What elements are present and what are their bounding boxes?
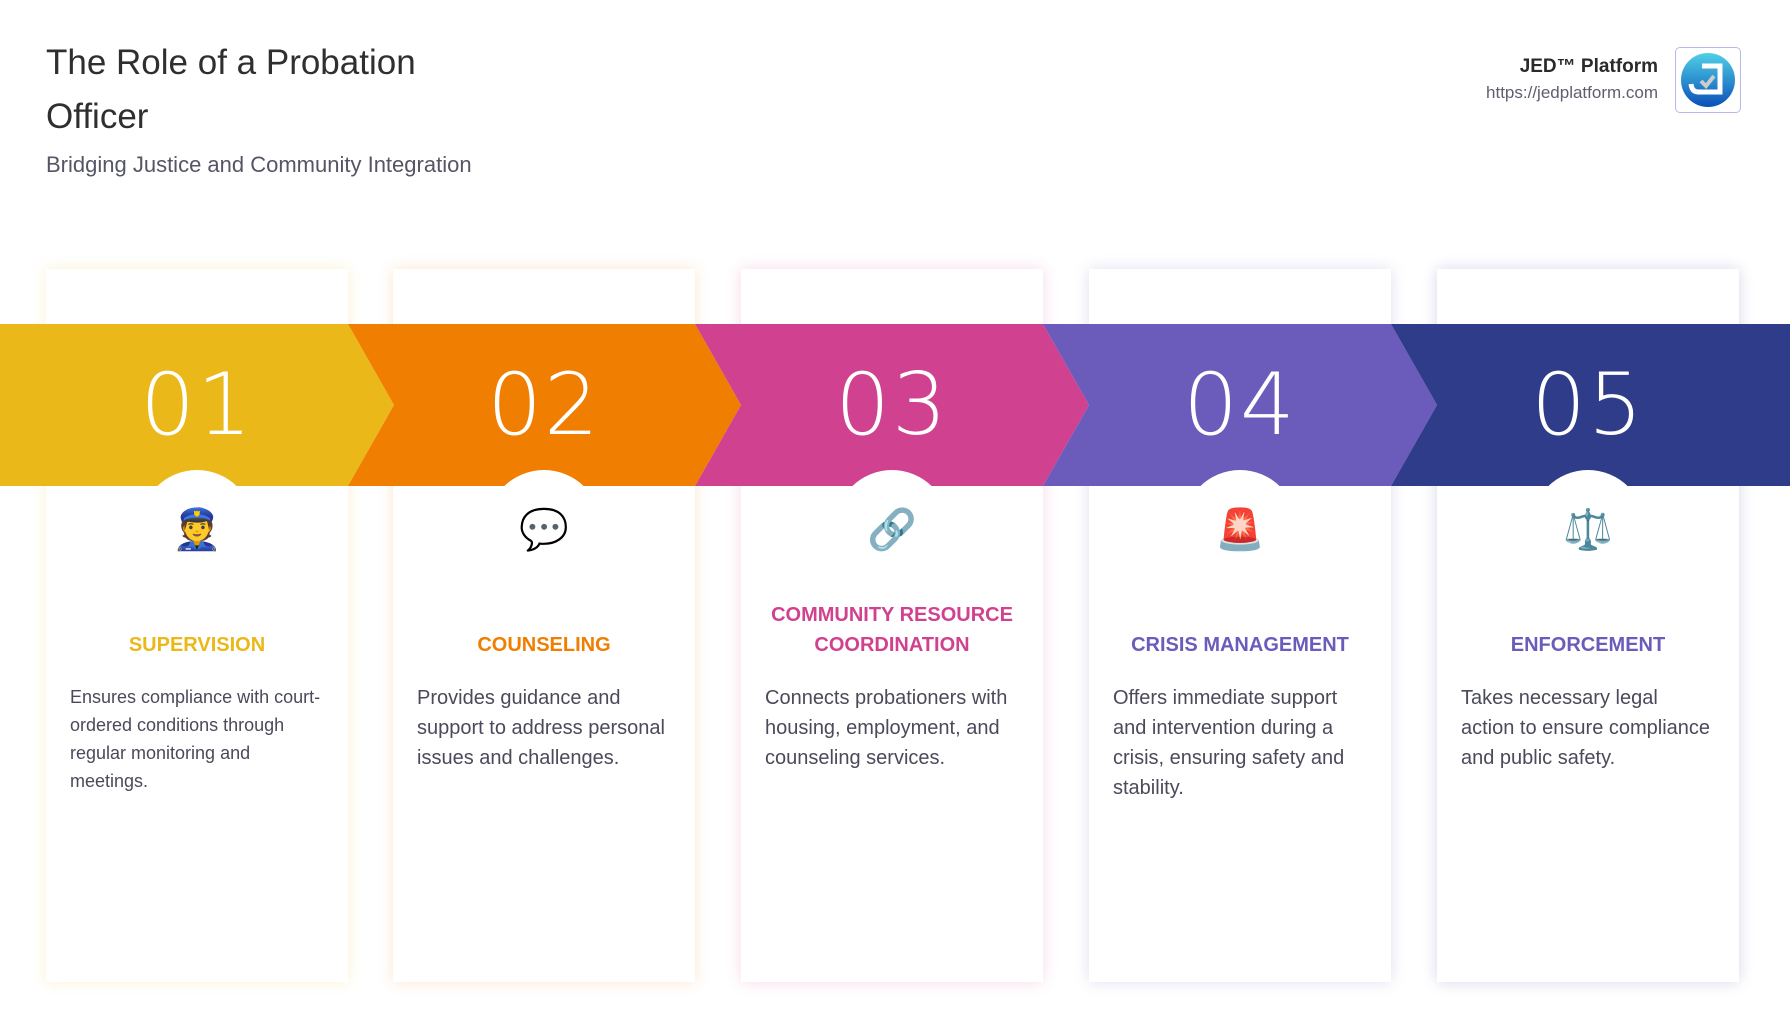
balance-scale-icon: ⚖️	[1563, 508, 1613, 552]
step-title-text: CRISIS MANAGEMENT	[1131, 634, 1349, 656]
step-title: CRISIS MANAGEMENT	[1089, 596, 1391, 660]
step-title: ENFORCEMENT	[1437, 596, 1739, 660]
step-title-text: ENFORCEMENT	[1510, 634, 1666, 656]
step-description: Offers immediate support and interventio…	[1113, 687, 1345, 799]
brand-block: JED™ Platform https://jedplatform.com	[1486, 56, 1658, 103]
step-title-text: SUPERVISION	[128, 634, 266, 656]
step-number: 01	[140, 355, 254, 455]
step-band	[0, 324, 1790, 486]
step-band-segment	[695, 324, 1089, 486]
step-band-segment	[0, 324, 394, 486]
brand-name: JED™ Platform	[1519, 56, 1658, 77]
step-number: 05	[1531, 355, 1645, 455]
step-number: 02	[487, 355, 601, 455]
step-band-segment	[1043, 324, 1437, 486]
step-description: Connects probationers with housing, empl…	[765, 687, 1008, 769]
police-officer-icon: 👮	[172, 508, 222, 552]
siren-icon: 🚨	[1215, 508, 1265, 552]
step-band-segment	[348, 324, 741, 486]
icon-circle	[140, 470, 254, 584]
jed-logo-icon[interactable]	[1675, 47, 1741, 113]
icon-circle	[1183, 470, 1297, 584]
page-subtitle: Bridging Justice and Community Integrati…	[46, 152, 472, 177]
speech-bubble-icon: 💬	[519, 508, 569, 552]
link-icon: 🔗	[867, 508, 917, 552]
step-description: Provides guidance and support to address…	[417, 687, 665, 769]
step-band-segment	[1391, 324, 1790, 486]
icon-circle	[487, 470, 601, 584]
step-description: Ensures compliance with court-ordered co…	[70, 687, 321, 791]
brand-url[interactable]: https://jedplatform.com	[1486, 83, 1658, 102]
step-title: SUPERVISION	[46, 596, 348, 660]
step-number: 03	[835, 355, 949, 455]
step-title-text: COMMUNITY RESOURCE COORDINATION	[771, 604, 1013, 656]
step-title-text: COUNSELING	[477, 634, 611, 656]
step-title: COMMUNITY RESOURCE COORDINATION	[741, 596, 1043, 660]
step-description: Takes necessary legal action to ensure c…	[1461, 687, 1711, 769]
step-title: COUNSELING	[393, 596, 695, 660]
page-title: The Role of a Probation Officer	[46, 43, 416, 136]
step-number: 04	[1183, 355, 1297, 455]
icon-circle	[1531, 470, 1645, 584]
icon-circle	[835, 470, 949, 584]
